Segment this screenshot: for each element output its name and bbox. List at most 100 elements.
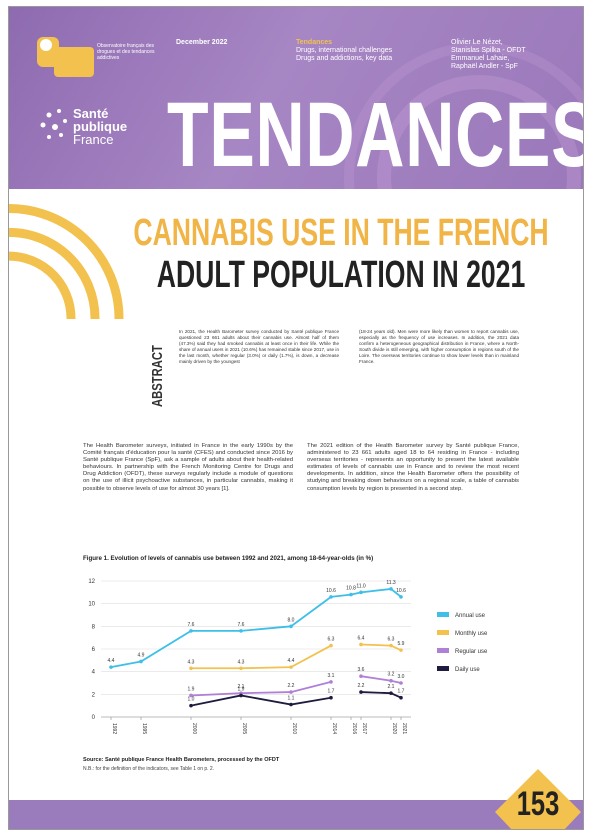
data-label: 11.3 — [386, 580, 396, 586]
ofdt-logo-text: Observatoire français des drogues et des… — [97, 43, 167, 61]
data-point — [389, 587, 393, 591]
x-tick-label: 2000 — [191, 723, 197, 734]
data-point — [189, 629, 193, 633]
abstract-column: In 2021, the Health Barometer survey con… — [179, 329, 339, 366]
data-point — [389, 691, 393, 695]
data-point — [189, 704, 193, 708]
data-point — [289, 665, 293, 669]
data-label: 4.3 — [188, 659, 195, 665]
data-label: 2.2 — [358, 683, 365, 689]
spf-logo: Santé publique France — [73, 107, 127, 146]
document: Observatoire français des drogues et des… — [8, 6, 584, 830]
x-tick-label: 2010 — [291, 723, 297, 734]
data-point — [189, 666, 193, 670]
data-point — [289, 690, 293, 694]
data-point — [329, 595, 333, 599]
y-tick-label: 4 — [92, 670, 96, 676]
data-label: 3.2 — [388, 672, 395, 678]
series-line — [111, 589, 401, 667]
y-tick-label: 2 — [92, 692, 96, 698]
title-line: ADULT POPULATION IN 2021 — [131, 255, 551, 295]
data-point — [359, 643, 363, 647]
data-point — [359, 690, 363, 694]
data-point — [239, 694, 243, 698]
data-label: 10.8 — [346, 586, 356, 592]
legend-swatch — [437, 648, 449, 653]
x-tick-label: 1995 — [141, 723, 147, 734]
series-label: Tendances — [296, 39, 392, 47]
data-label: 6.4 — [358, 635, 365, 641]
data-point — [239, 629, 243, 633]
header: Observatoire français des drogues et des… — [9, 7, 583, 189]
data-label: 8.0 — [288, 617, 295, 623]
y-tick-label: 10 — [88, 602, 95, 608]
data-label: 7.6 — [238, 622, 245, 628]
data-point — [139, 660, 143, 664]
legend-label: Monthly use — [455, 631, 488, 637]
figure-note: N.B.: for the definition of the indicato… — [83, 766, 214, 772]
data-label: 1.7 — [328, 689, 335, 695]
data-label: 3.1 — [328, 673, 335, 679]
legend-label: Regular use — [455, 649, 488, 655]
data-point — [399, 595, 403, 599]
legend-label: Daily use — [455, 667, 480, 673]
author-line: Olivier Le Nézet, — [451, 39, 526, 47]
data-point — [349, 593, 353, 597]
data-label: 1.1 — [288, 696, 295, 702]
data-label: 3.0 — [398, 674, 405, 680]
series-info: Tendances Drugs, international challenge… — [296, 39, 392, 63]
data-point — [389, 644, 393, 648]
data-label: 11.0 — [356, 583, 366, 589]
data-label: 6.3 — [388, 637, 395, 643]
data-label: 4.9 — [138, 652, 145, 658]
page: Observatoire français des drogues et des… — [0, 0, 592, 830]
data-point — [239, 666, 243, 670]
data-label: 2.1 — [388, 684, 395, 690]
author-line: Emmanuel Lahaie, — [451, 55, 526, 63]
author-line: Stanislas Spilka - OFDT — [451, 47, 526, 55]
data-point — [329, 696, 333, 700]
series-line — [191, 644, 401, 668]
data-label: 1.9 — [188, 686, 195, 692]
data-label: 6.3 — [328, 637, 335, 643]
abstract-heading: ABSTRACT — [149, 345, 166, 407]
data-point — [329, 644, 333, 648]
series-line: Drugs and addictions, key data — [296, 55, 392, 63]
body-column: The Health Barometer surveys, initiated … — [83, 443, 293, 493]
data-label: 4.4 — [108, 658, 115, 664]
data-label: 4.4 — [288, 658, 295, 664]
data-label: 10.6 — [396, 588, 406, 594]
y-tick-label: 12 — [88, 579, 95, 585]
x-tick-label: 2005 — [241, 723, 247, 734]
data-label: 10.6 — [326, 588, 336, 594]
data-label: 5.9 — [398, 641, 405, 647]
author-line: Raphaël Andler - SpF — [451, 63, 526, 71]
x-tick-label: 2014 — [331, 723, 337, 734]
series-line: Drugs, international challenges — [296, 47, 392, 55]
figure-caption: Figure 1. Evolution of levels of cannabi… — [83, 555, 373, 562]
data-point — [329, 680, 333, 684]
data-label: 1.0 — [188, 697, 195, 703]
spf-logo-line: France — [73, 133, 127, 146]
data-label: 1.7 — [398, 689, 405, 695]
abstract-column: (18-24 years old). Men were more likely … — [359, 329, 519, 366]
figure-source: Source: Santé publique France Health Bar… — [83, 757, 279, 763]
issue-date: December 2022 — [176, 39, 227, 47]
x-tick-label: 2016 — [351, 723, 357, 734]
y-tick-label: 8 — [92, 624, 96, 630]
x-tick-label: 2020 — [391, 723, 397, 734]
legend-swatch — [437, 630, 449, 635]
data-label: 4.3 — [238, 659, 245, 665]
y-tick-label: 6 — [92, 647, 96, 653]
legend-swatch — [437, 666, 449, 671]
data-point — [289, 703, 293, 707]
data-point — [109, 665, 113, 669]
x-tick-label: 2017 — [361, 723, 367, 734]
data-label: 1.9 — [238, 686, 245, 692]
legend-label: Annual use — [455, 613, 486, 619]
x-tick-label: 1992 — [111, 723, 117, 734]
data-point — [399, 681, 403, 685]
data-point — [389, 679, 393, 683]
legend-swatch — [437, 612, 449, 617]
